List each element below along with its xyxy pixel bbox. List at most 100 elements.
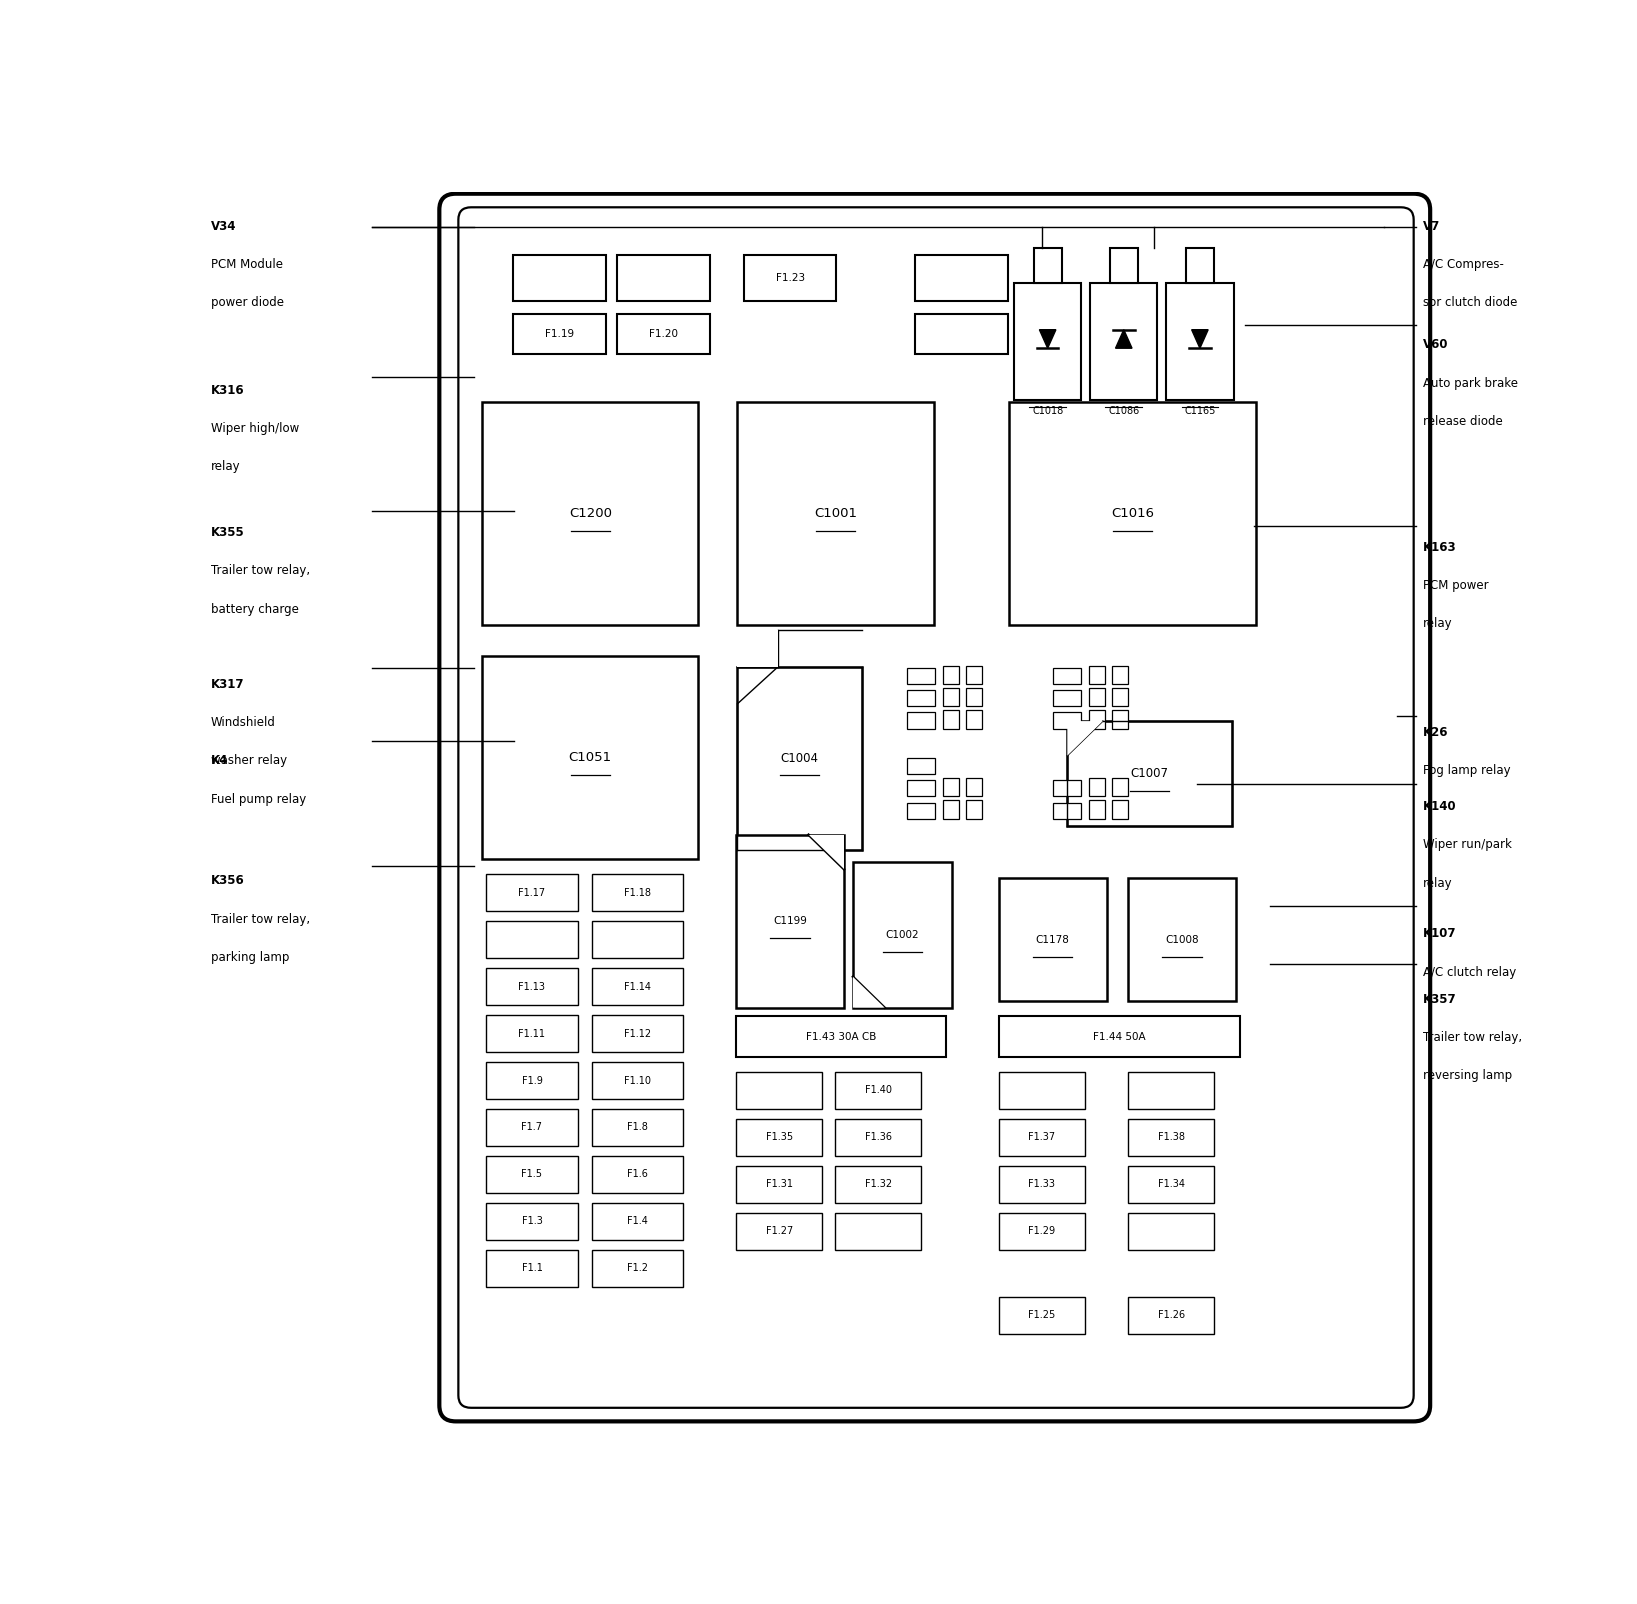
Bar xyxy=(1089,666,1105,683)
Bar xyxy=(1128,877,1236,1001)
Bar xyxy=(486,1203,578,1240)
Text: A/C Compres-: A/C Compres- xyxy=(1423,258,1503,271)
Bar xyxy=(966,800,982,818)
Text: V7: V7 xyxy=(1423,220,1441,233)
Bar xyxy=(907,781,935,797)
Bar xyxy=(1053,802,1082,818)
Bar xyxy=(915,313,1008,354)
Polygon shape xyxy=(1115,330,1133,348)
Bar xyxy=(999,1296,1085,1333)
Text: F1.12: F1.12 xyxy=(624,1028,652,1038)
Bar xyxy=(591,1250,683,1286)
Bar xyxy=(999,1213,1085,1250)
Text: F1.19: F1.19 xyxy=(545,329,575,338)
Bar xyxy=(915,255,1008,302)
Bar xyxy=(483,403,697,626)
Text: K4: K4 xyxy=(211,754,228,767)
Bar xyxy=(743,255,837,302)
Bar xyxy=(1033,249,1062,282)
Bar xyxy=(999,1071,1085,1108)
Bar xyxy=(1008,403,1256,626)
Bar xyxy=(907,802,935,818)
Text: K107: K107 xyxy=(1423,927,1455,940)
Bar xyxy=(1089,688,1105,706)
Text: C1001: C1001 xyxy=(814,507,858,520)
Bar xyxy=(943,666,959,683)
Bar xyxy=(486,1062,578,1099)
Bar xyxy=(617,313,709,354)
Text: C1018: C1018 xyxy=(1031,406,1064,415)
Bar xyxy=(1112,688,1128,706)
Text: K356: K356 xyxy=(211,874,244,887)
Bar xyxy=(737,1071,822,1108)
Text: C1008: C1008 xyxy=(1166,935,1198,945)
Text: F1.14: F1.14 xyxy=(624,982,652,991)
Bar xyxy=(1053,781,1082,797)
Text: K140: K140 xyxy=(1423,800,1457,813)
Bar xyxy=(591,1062,683,1099)
Bar xyxy=(737,1120,822,1156)
Bar xyxy=(1128,1120,1215,1156)
Text: Wiper run/park: Wiper run/park xyxy=(1423,839,1511,852)
Bar xyxy=(591,969,683,1006)
Bar xyxy=(907,712,935,728)
Text: F1.27: F1.27 xyxy=(766,1225,792,1237)
Text: F1.2: F1.2 xyxy=(627,1264,648,1274)
Bar xyxy=(486,1015,578,1052)
Bar xyxy=(1112,666,1128,683)
Bar xyxy=(907,667,935,683)
Text: Trailer tow relay,: Trailer tow relay, xyxy=(1423,1031,1522,1044)
Bar xyxy=(486,1156,578,1193)
Bar xyxy=(1128,1296,1215,1333)
Bar xyxy=(1128,1213,1215,1250)
Bar xyxy=(966,711,982,728)
Text: washer relay: washer relay xyxy=(211,754,286,767)
Text: Auto park brake: Auto park brake xyxy=(1423,377,1517,390)
Text: F1.25: F1.25 xyxy=(1028,1310,1056,1320)
Text: A/C clutch relay: A/C clutch relay xyxy=(1423,966,1516,978)
Bar xyxy=(737,667,861,850)
Bar xyxy=(737,403,935,626)
Polygon shape xyxy=(1039,330,1056,348)
Text: battery charge: battery charge xyxy=(211,603,300,616)
Bar xyxy=(737,834,845,1007)
Bar xyxy=(591,1015,683,1052)
Text: Wiper high/low: Wiper high/low xyxy=(211,422,300,435)
Bar xyxy=(486,1250,578,1286)
Bar xyxy=(1013,282,1082,399)
Bar xyxy=(737,1166,822,1203)
Bar xyxy=(853,861,951,1007)
Bar xyxy=(617,255,709,302)
Text: C1165: C1165 xyxy=(1184,406,1216,415)
Bar xyxy=(943,778,959,797)
Text: F1.5: F1.5 xyxy=(522,1169,542,1179)
Bar xyxy=(1128,1071,1215,1108)
Text: F1.17: F1.17 xyxy=(519,887,545,898)
Text: F1.35: F1.35 xyxy=(766,1132,792,1142)
Text: K355: K355 xyxy=(211,526,244,539)
Text: F1.1: F1.1 xyxy=(522,1264,542,1274)
Bar xyxy=(1128,1166,1215,1203)
Text: F1.6: F1.6 xyxy=(627,1169,648,1179)
Text: Trailer tow relay,: Trailer tow relay, xyxy=(211,913,309,926)
Text: F1.3: F1.3 xyxy=(522,1216,542,1227)
Text: F1.44 50A: F1.44 50A xyxy=(1094,1031,1146,1041)
Text: F1.20: F1.20 xyxy=(648,329,678,338)
Bar xyxy=(1090,282,1157,399)
Text: F1.18: F1.18 xyxy=(624,887,652,898)
Bar xyxy=(512,255,606,302)
Text: C1178: C1178 xyxy=(1036,935,1069,945)
Bar xyxy=(835,1071,922,1108)
Text: F1.31: F1.31 xyxy=(766,1179,792,1189)
Bar xyxy=(737,1017,946,1057)
Polygon shape xyxy=(809,834,845,869)
Polygon shape xyxy=(853,977,884,1007)
Text: F1.9: F1.9 xyxy=(522,1076,542,1086)
Bar xyxy=(512,313,606,354)
Text: V60: V60 xyxy=(1423,338,1449,351)
Bar xyxy=(999,1017,1239,1057)
Bar xyxy=(966,666,982,683)
Bar xyxy=(1089,800,1105,818)
Bar xyxy=(1053,667,1082,683)
Text: K317: K317 xyxy=(211,678,244,691)
